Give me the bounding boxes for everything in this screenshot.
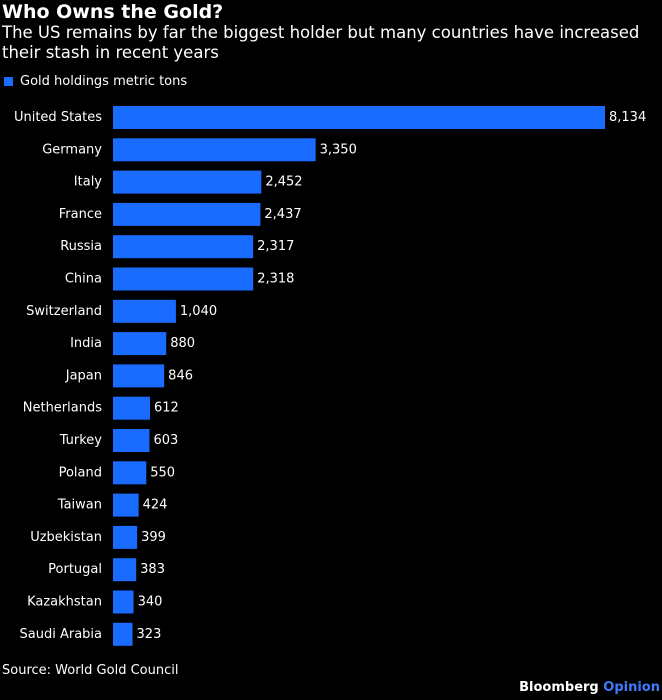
category-label: India	[70, 336, 102, 351]
data-label: 1,040	[180, 304, 217, 319]
bar	[113, 622, 133, 646]
chart-title: Who Owns the Gold?	[2, 1, 224, 23]
category-label: Japan	[65, 368, 102, 383]
data-label: 880	[170, 336, 195, 351]
category-label: Kazakhstan	[27, 595, 102, 610]
brand-suffix: Opinion	[603, 680, 660, 695]
category-label: Russia	[60, 239, 102, 254]
category-label: China	[65, 272, 102, 287]
data-label: 2,452	[265, 175, 302, 190]
data-label: 340	[138, 595, 163, 610]
category-label: Poland	[59, 465, 102, 480]
category-label: Turkey	[59, 433, 103, 448]
category-label: Uzbekistan	[30, 530, 102, 545]
bar-chart: United States 8,134 Germany 3,350 Italy 2,452…	[14, 106, 646, 646]
data-label: 2,317	[257, 239, 294, 254]
category-label: France	[59, 207, 102, 222]
bar	[113, 170, 262, 194]
bar	[113, 396, 151, 420]
category-label: United States	[14, 110, 102, 125]
bar	[113, 332, 167, 356]
data-label: 550	[150, 465, 175, 480]
category-label: Saudi Arabia	[20, 627, 103, 642]
bar	[113, 493, 139, 517]
data-label: 323	[137, 627, 162, 642]
bar	[113, 429, 150, 452]
bar	[113, 558, 137, 582]
category-label: Switzerland	[26, 304, 102, 319]
data-label: 846	[168, 368, 193, 383]
data-label: 2,437	[264, 207, 301, 222]
brand-name: Bloomberg	[519, 680, 599, 695]
bar	[113, 106, 605, 129]
bar	[113, 590, 134, 614]
bar	[113, 235, 254, 259]
data-label: 603	[153, 433, 178, 448]
data-label: 399	[141, 530, 166, 545]
bar	[113, 138, 316, 162]
chart-subtitle: The US remains by far the biggest holder…	[2, 23, 640, 62]
source-note: Source: World Gold Council	[2, 663, 179, 678]
bar	[113, 461, 147, 485]
data-label: 424	[143, 498, 168, 513]
brand-logo: Bloomberg Opinion	[519, 680, 660, 695]
data-label: 383	[140, 562, 165, 577]
bar	[113, 202, 261, 226]
chart-legend: Gold holdings metric tons	[4, 74, 187, 89]
data-label: 3,350	[320, 142, 357, 157]
legend-swatch	[4, 77, 13, 86]
bar	[113, 267, 254, 291]
category-label: Netherlands	[23, 401, 102, 416]
data-label: 2,318	[257, 272, 294, 287]
bar	[113, 299, 176, 323]
data-label: 612	[154, 401, 179, 416]
category-label: Taiwan	[57, 498, 102, 513]
data-label: 8,134	[609, 110, 646, 125]
category-label: Germany	[42, 142, 102, 157]
category-label: Italy	[74, 175, 103, 190]
category-label: Portugal	[48, 562, 102, 577]
bar	[113, 525, 138, 549]
legend-label: Gold holdings metric tons	[20, 74, 188, 89]
bar	[113, 364, 165, 388]
